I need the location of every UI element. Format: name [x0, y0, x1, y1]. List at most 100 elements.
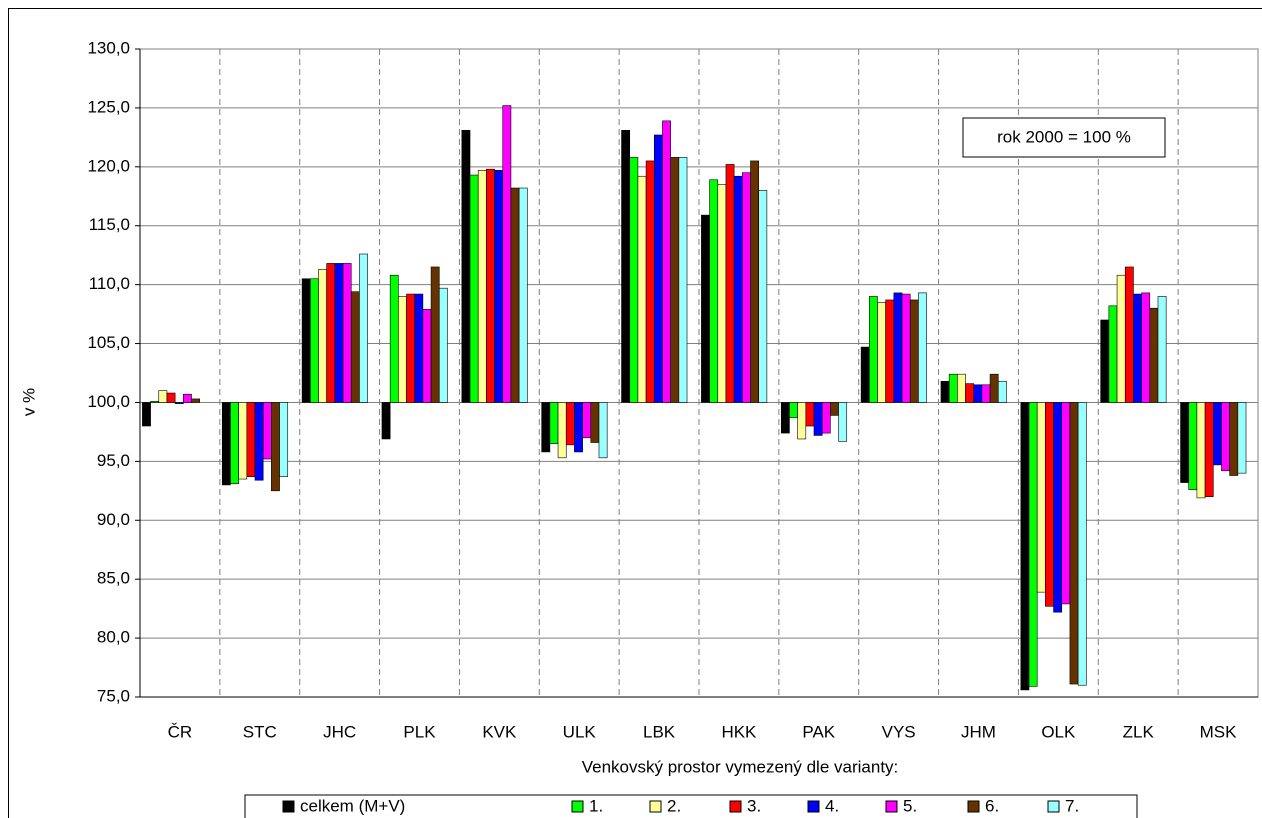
- legend-box: [244, 794, 1138, 818]
- bar: [838, 402, 848, 442]
- bar: [918, 292, 927, 403]
- y-tick-label: 120,0: [87, 156, 130, 175]
- bar: [518, 187, 528, 403]
- bar: [1133, 293, 1142, 403]
- bar: [1229, 402, 1239, 476]
- bar: [301, 278, 311, 403]
- x-tick-label: PAK: [802, 722, 835, 741]
- bar: [909, 299, 919, 403]
- legend-label: 2.: [667, 796, 681, 815]
- bar: [758, 190, 768, 403]
- bar: [901, 293, 911, 403]
- bar: [997, 380, 1007, 403]
- bar: [981, 384, 991, 403]
- bar: [1036, 402, 1046, 593]
- bar: [1116, 274, 1126, 403]
- bar: [877, 302, 886, 403]
- bar: [780, 402, 790, 434]
- bar: [166, 392, 176, 403]
- bar: [318, 269, 327, 403]
- bar: [797, 402, 807, 440]
- legend-swatch: [1047, 800, 1060, 813]
- bar: [486, 168, 495, 403]
- bar: [1053, 402, 1063, 613]
- bar: [271, 402, 280, 492]
- y-tick-label: 125,0: [87, 97, 130, 116]
- x-axis-label: Venkovský prostor vymezený dle varianty:: [582, 757, 899, 776]
- bar: [1108, 305, 1118, 403]
- annotation-box: [962, 117, 1166, 158]
- x-tick-label: PLK: [403, 722, 436, 741]
- bar: [1045, 402, 1054, 607]
- bar: [142, 402, 151, 427]
- bar: [246, 402, 256, 477]
- bar: [662, 120, 671, 403]
- bar: [885, 299, 895, 403]
- bar: [637, 175, 647, 403]
- legend-swatch: [282, 800, 295, 813]
- bar: [1077, 402, 1087, 686]
- x-tick-label: STC: [243, 722, 277, 741]
- x-tick-label: ULK: [563, 722, 597, 741]
- bar: [1237, 402, 1247, 474]
- bar: [1196, 402, 1206, 499]
- legend-swatch: [807, 800, 820, 813]
- legend-swatch: [571, 800, 584, 813]
- legend-label: 4.: [825, 796, 839, 815]
- legend-label: 6.: [985, 796, 999, 815]
- bar: [645, 160, 655, 403]
- bar: [750, 160, 759, 403]
- x-tick-label: HKK: [721, 722, 757, 741]
- bar: [574, 402, 583, 453]
- bar: [541, 402, 551, 453]
- legend-label: celkem (M+V): [300, 796, 405, 815]
- legend-label: 3.: [747, 796, 761, 815]
- bar: [701, 214, 710, 403]
- y-tick-label: 90,0: [97, 510, 130, 529]
- y-tick-label: 75,0: [97, 686, 130, 705]
- bar: [406, 293, 416, 403]
- x-tick-label: VYS: [882, 722, 916, 741]
- legend-swatch: [967, 800, 980, 813]
- bar: [430, 266, 440, 403]
- bar: [230, 402, 239, 485]
- bar: [717, 184, 727, 403]
- bar: [438, 287, 448, 403]
- bar: [494, 170, 504, 403]
- bar: [1100, 319, 1110, 403]
- bar: [414, 293, 424, 403]
- bar: [948, 373, 958, 403]
- bar: [973, 384, 983, 403]
- bar: [678, 157, 688, 403]
- bar: [1188, 402, 1198, 490]
- bar: [821, 402, 831, 434]
- bar: [262, 402, 272, 460]
- bar: [221, 402, 231, 486]
- bar: [1124, 266, 1134, 403]
- bar: [510, 187, 520, 403]
- legend-swatch: [649, 800, 662, 813]
- y-tick-label: 95,0: [97, 451, 130, 470]
- bar: [174, 402, 184, 404]
- bar: [789, 402, 798, 419]
- bar: [1204, 402, 1214, 498]
- y-axis-label: v %: [19, 388, 38, 416]
- legend-label: 1.: [589, 796, 603, 815]
- bar: [342, 263, 352, 403]
- bar: [565, 402, 575, 446]
- bar: [709, 179, 719, 403]
- bar: [150, 400, 160, 403]
- bar: [1221, 402, 1230, 472]
- bar: [653, 134, 663, 403]
- bar: [334, 263, 344, 403]
- bar: [830, 402, 839, 416]
- bar: [868, 296, 878, 403]
- bar: [183, 393, 192, 403]
- y-tick-label: 100,0: [87, 392, 130, 411]
- bar: [557, 402, 567, 459]
- bar: [477, 170, 487, 403]
- bar: [590, 402, 600, 443]
- bar: [629, 157, 639, 403]
- bar: [621, 129, 631, 403]
